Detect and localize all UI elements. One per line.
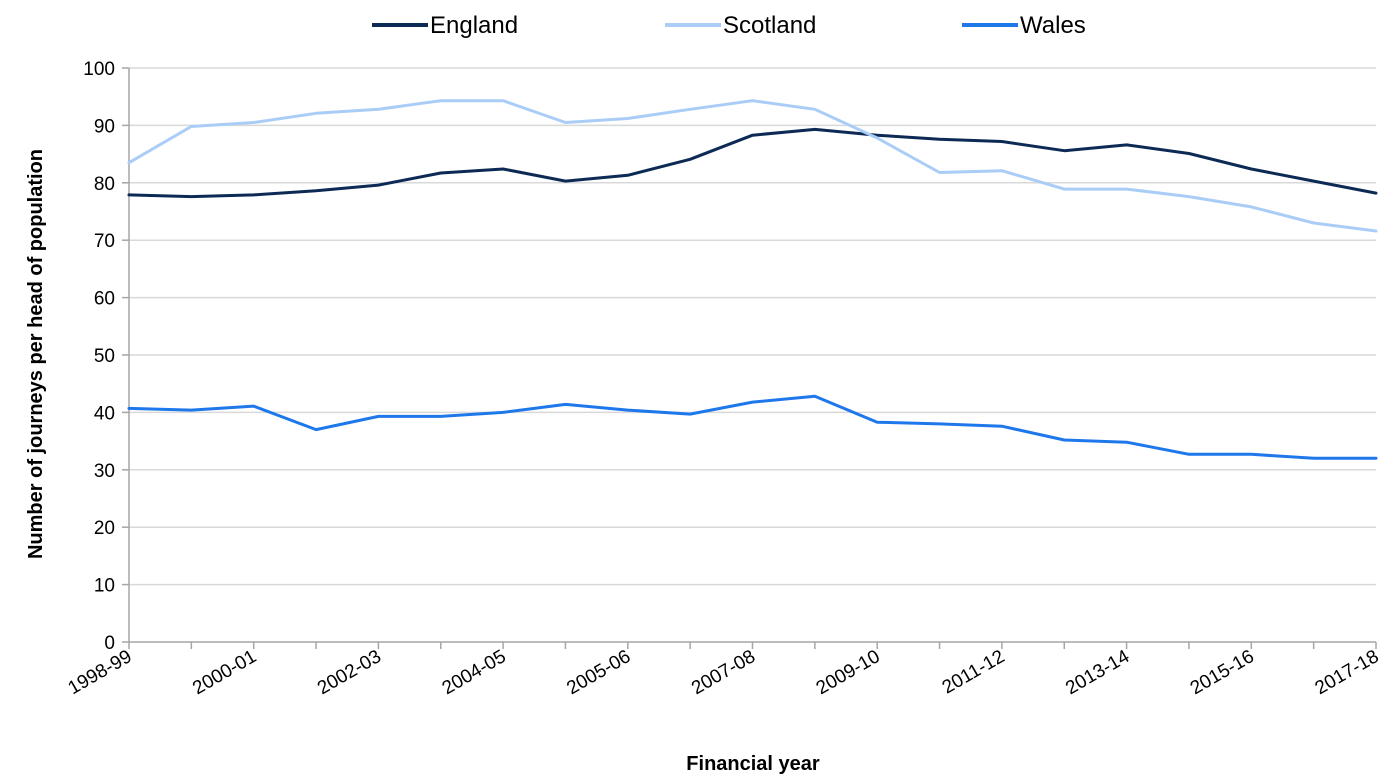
series-lines	[127, 99, 1378, 460]
x-tick-label-1998-99: 1998-99	[65, 646, 136, 699]
x-tick-label-2009-10: 2009-10	[813, 646, 884, 699]
x-axis-title: Financial year	[686, 753, 820, 775]
y-tick-label-70: 70	[94, 231, 115, 252]
axes: 0 10 20 30 40 50 60 70 80 90 100 1998-99 2000-01 2002…	[65, 59, 1381, 699]
x-tick-label-2004-05: 2004-05	[439, 646, 510, 699]
y-tick-label-80: 80	[94, 174, 115, 195]
legend: England Scotland Wales	[372, 12, 1086, 39]
y-tick-label-10: 10	[94, 576, 115, 597]
series-line-scotland	[127, 99, 1378, 233]
y-tick-label-50: 50	[94, 346, 115, 367]
y-axis-title: Number of journeys per head of populatio…	[25, 149, 47, 559]
y-tick-label-100: 100	[83, 59, 115, 80]
y-tick-label-20: 20	[94, 518, 115, 539]
y-tick-label-30: 30	[94, 461, 115, 482]
legend-label-england: England	[430, 12, 518, 39]
legend-label-scotland: Scotland	[723, 12, 816, 39]
x-tick-label-2013-14: 2013-14	[1062, 646, 1133, 699]
y-tick-label-90: 90	[94, 116, 115, 137]
x-tick-label-2000-01: 2000-01	[189, 646, 260, 699]
y-tick-label-60: 60	[94, 289, 115, 310]
series-line-wales	[127, 394, 1378, 460]
x-tick-label-2007-08: 2007-08	[688, 646, 759, 699]
x-tick-label-2011-12: 2011-12	[939, 646, 1009, 698]
x-tick-label-2005-06: 2005-06	[563, 646, 634, 699]
y-tick-label-0: 0	[104, 633, 115, 654]
x-tick-label-2017-18: 2017-18	[1312, 646, 1381, 699]
x-tick-label-2002-03: 2002-03	[314, 646, 385, 699]
x-tick-label-2015-16: 2015-16	[1187, 646, 1258, 699]
gridlines	[129, 67, 1376, 586]
y-tick-label-40: 40	[94, 403, 115, 424]
series-line-england	[127, 127, 1378, 199]
legend-label-wales: Wales	[1020, 12, 1086, 39]
